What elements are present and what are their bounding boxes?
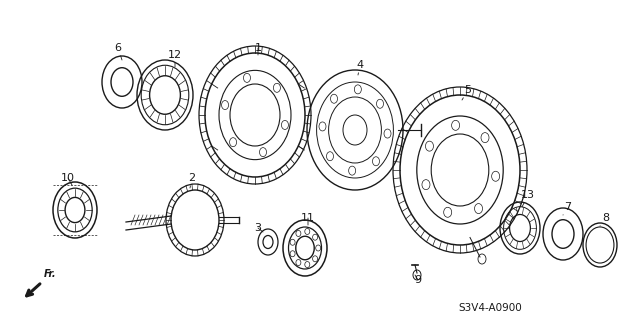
Text: 11: 11 bbox=[301, 213, 315, 225]
Text: 1: 1 bbox=[255, 43, 262, 55]
Text: 7: 7 bbox=[563, 202, 572, 215]
Text: 3: 3 bbox=[255, 223, 263, 233]
Text: 13: 13 bbox=[521, 190, 535, 207]
Text: 12: 12 bbox=[168, 50, 182, 67]
Text: 8: 8 bbox=[600, 213, 609, 226]
Text: 10: 10 bbox=[61, 173, 75, 185]
Text: S3V4-A0900: S3V4-A0900 bbox=[458, 303, 522, 313]
Text: 2: 2 bbox=[188, 173, 196, 188]
Text: Fr.: Fr. bbox=[44, 269, 56, 279]
Text: 9: 9 bbox=[415, 275, 422, 285]
Text: 4: 4 bbox=[356, 60, 364, 75]
Text: 6: 6 bbox=[115, 43, 122, 60]
Text: 5: 5 bbox=[462, 85, 472, 100]
